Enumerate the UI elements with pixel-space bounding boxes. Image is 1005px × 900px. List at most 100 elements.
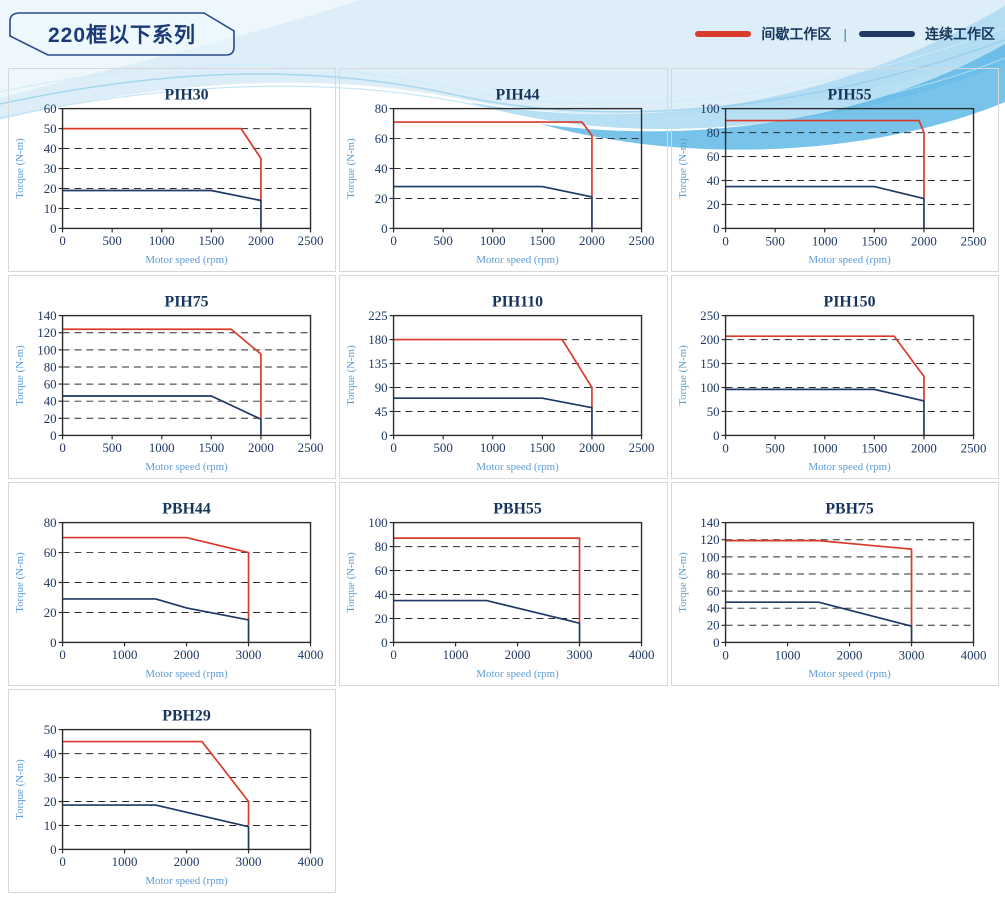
y-axis-label: Torque (N-m) — [14, 138, 26, 199]
intermittent-zone-line — [725, 539, 913, 627]
x-tick-label: 1000 — [480, 234, 506, 248]
y-tick-label: 0 — [50, 222, 56, 236]
y-tick-label: 60 — [44, 546, 57, 560]
x-tick-label: 1000 — [112, 648, 138, 662]
y-tick-label: 40 — [706, 602, 719, 616]
torque-speed-chart: PIH30 0 10 20 30 40 50 60 0 500 1000 1500 2000 2500 Mo… — [14, 87, 324, 266]
x-axis-label: Motor speed (rpm) — [808, 668, 891, 680]
x-tick-label: 1000 — [149, 441, 175, 455]
torque-speed-chart: PBH75 0 20 40 60 80 100 120 140 0 1000 2000 3000 4000… — [677, 501, 987, 680]
y-tick-label: 80 — [706, 567, 719, 581]
y-tick-label: 225 — [369, 309, 388, 323]
page-title-box: 220框以下系列 — [9, 12, 235, 56]
continuous-zone-line — [62, 804, 250, 850]
y-axis-label: Torque (N-m) — [677, 138, 689, 199]
x-tick-label: 2000 — [174, 855, 200, 869]
page-title: 220框以下系列 — [48, 23, 196, 47]
intermittent-zone-line — [725, 335, 925, 401]
y-tick-label: 40 — [375, 588, 388, 602]
continuous-zone-line — [725, 185, 925, 229]
continuous-zone-line — [62, 598, 250, 643]
chart-title: PIH150 — [823, 294, 875, 311]
x-tick-label: 0 — [59, 648, 65, 662]
x-tick-label: 2000 — [579, 441, 605, 455]
y-axis-label: Torque (N-m) — [345, 345, 357, 406]
plot-frame — [393, 314, 643, 437]
x-tick-label: 2500 — [298, 234, 324, 248]
y-tick-label: 40 — [44, 576, 57, 590]
continuous-zone-line — [725, 601, 913, 643]
y-tick-label: 20 — [44, 182, 57, 196]
chart-card: PIH150 0 50 100 150 200 250 0 500 1000 1500 2000 250… — [670, 275, 999, 479]
x-tick-label: 1000 — [480, 441, 506, 455]
x-tick-label: 3000 — [236, 855, 262, 869]
y-tick-label: 150 — [700, 357, 719, 371]
y-tick-label: 100 — [700, 102, 719, 116]
x-tick-label: 1500 — [530, 441, 556, 455]
plot-frame — [61, 728, 312, 851]
x-tick-label: 1500 — [530, 234, 556, 248]
y-tick-label: 30 — [44, 162, 57, 176]
x-tick-label: 0 — [59, 855, 65, 869]
x-tick-label: 2000 — [911, 441, 937, 455]
y-tick-label: 30 — [44, 771, 57, 785]
y-tick-label: 20 — [44, 795, 57, 809]
x-axis-label: Motor speed (rpm) — [145, 668, 228, 680]
y-tick-label: 250 — [700, 309, 719, 323]
x-tick-label: 2000 — [174, 648, 200, 662]
x-tick-label: 0 — [59, 234, 65, 248]
x-tick-label: 3000 — [236, 648, 262, 662]
y-tick-label: 45 — [375, 405, 388, 419]
y-tick-label: 0 — [50, 636, 56, 650]
x-tick-label: 0 — [722, 441, 728, 455]
continuous-zone-line — [393, 599, 581, 643]
y-tick-label: 50 — [706, 405, 719, 419]
x-tick-label: 4000 — [298, 855, 324, 869]
y-tick-label: 10 — [44, 819, 57, 833]
y-tick-label: 80 — [375, 540, 388, 554]
y-tick-label: 60 — [375, 564, 388, 578]
y-axis-label: Torque (N-m) — [345, 138, 357, 199]
plot-frame — [61, 314, 312, 437]
x-axis-label: Motor speed (rpm) — [145, 254, 228, 266]
chart-card: PIH30 0 10 20 30 40 50 60 0 500 1000 1500 2000 2500 Mo… — [8, 68, 337, 272]
y-tick-label: 60 — [706, 150, 719, 164]
y-tick-label: 60 — [44, 378, 57, 392]
chart-card: PBH75 0 20 40 60 80 100 120 140 0 1000 2000 3000 4000… — [670, 482, 999, 686]
x-tick-label: 4000 — [629, 648, 655, 662]
x-tick-label: 2500 — [960, 441, 986, 455]
x-tick-label: 1000 — [812, 234, 838, 248]
plot-frame — [724, 107, 974, 230]
y-tick-label: 100 — [700, 550, 719, 564]
y-tick-label: 90 — [375, 381, 388, 395]
x-tick-label: 1500 — [861, 441, 887, 455]
legend-continuous-line — [859, 31, 915, 37]
x-tick-label: 500 — [102, 234, 121, 248]
x-axis-label: Motor speed (rpm) — [477, 254, 560, 266]
y-tick-label: 140 — [700, 516, 719, 530]
y-tick-label: 0 — [381, 429, 387, 443]
y-tick-label: 10 — [44, 202, 57, 216]
x-tick-label: 2000 — [579, 234, 605, 248]
chart-title: PBH55 — [494, 501, 543, 518]
torque-speed-chart: PIH110 0 45 90 135 180 225 0 500 1000 1500 2000 2500… — [345, 294, 655, 473]
x-tick-label: 1500 — [198, 441, 224, 455]
chart-card: PIH110 0 45 90 135 180 225 0 500 1000 1500 2000 2500… — [339, 275, 668, 479]
intermittent-zone-line — [62, 536, 250, 620]
y-tick-label: 40 — [706, 174, 719, 188]
x-tick-label: 0 — [391, 648, 397, 662]
chart-title: PBH44 — [162, 501, 211, 518]
continuous-zone-line — [62, 395, 262, 436]
x-tick-label: 0 — [722, 648, 728, 662]
x-tick-label: 1500 — [198, 234, 224, 248]
torque-speed-chart: PIH44 0 20 40 60 80 0 500 1000 1500 2000 2500 Motor … — [345, 87, 655, 266]
x-tick-label: 500 — [765, 234, 784, 248]
y-tick-label: 0 — [713, 429, 719, 443]
chart-card: PIH75 0 20 40 60 80 100 120 140 0 500 1000 1500 2000 2… — [8, 275, 337, 479]
x-tick-label: 1000 — [774, 648, 800, 662]
x-axis-label: Motor speed (rpm) — [477, 461, 560, 473]
torque-speed-chart: PBH29 0 10 20 30 40 50 0 1000 2000 3000 4000 Motor s… — [14, 708, 324, 887]
y-tick-label: 60 — [706, 585, 719, 599]
